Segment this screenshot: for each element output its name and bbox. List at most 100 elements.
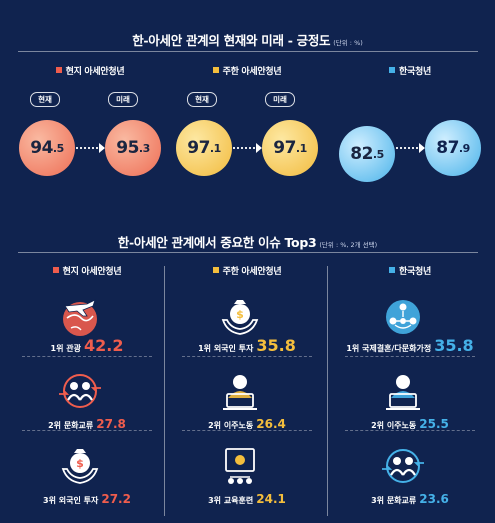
value-future-circle: 95.3 bbox=[105, 120, 161, 176]
issue-rank-line: 3위 교육훈련 24.1 bbox=[172, 488, 322, 507]
value-future-circle: 87.9 bbox=[425, 120, 481, 176]
issue-item: $1위 외국인 투자 35.8 bbox=[172, 280, 322, 357]
tag-future: 미래 bbox=[108, 92, 138, 107]
issue-value: 35.8 bbox=[256, 336, 296, 355]
issue-item: 3위 문화교류 23.6 bbox=[335, 429, 485, 506]
issue-rank-line: 3위 외국인 투자 27.2 bbox=[12, 488, 162, 507]
issue-rank-line: 2위 문화교류 27.8 bbox=[12, 413, 162, 432]
trend-dotted-line bbox=[396, 147, 422, 149]
legend-square bbox=[212, 267, 219, 273]
column-divider bbox=[164, 266, 165, 516]
rank-label: 2위 문화교류 bbox=[48, 421, 94, 430]
rank-label: 3위 문화교류 bbox=[371, 496, 417, 505]
trend-dotted-line bbox=[233, 147, 259, 149]
group-name: 주한 아세안청년 bbox=[222, 67, 282, 77]
tag-now: 현재 bbox=[30, 92, 60, 107]
item-divider bbox=[182, 356, 312, 357]
issue-column: 현지 아세안청년 1위 관광 42.2 2위 문화교류 27.8 $3위 외국인 투자 27… bbox=[12, 264, 162, 519]
rank-label: 3위 외국인 투자 bbox=[43, 496, 99, 505]
issue-value: 24.1 bbox=[256, 492, 286, 506]
issue-value: 35.8 bbox=[434, 336, 474, 355]
issue-item: 2위 이주노동 26.4 bbox=[172, 354, 322, 431]
trend-arrow bbox=[99, 143, 105, 153]
issue-rank-line: 1위 관광 42.2 bbox=[12, 336, 162, 355]
group-name: 주한 아세안청년 bbox=[222, 267, 282, 277]
group-name: 현지 아세안청년 bbox=[65, 67, 125, 77]
trend-dotted-line bbox=[76, 147, 102, 149]
issue-item: $3위 외국인 투자 27.2 bbox=[12, 429, 162, 506]
money-bag-hand-icon: $ bbox=[57, 443, 103, 489]
issue-item: 2위 이주노동 25.5 bbox=[335, 354, 485, 431]
money-bag-hand-icon: $ bbox=[217, 294, 263, 340]
group-name: 한국청년 bbox=[399, 267, 431, 277]
svg-text:$: $ bbox=[236, 308, 244, 321]
issue-value: 23.6 bbox=[419, 492, 449, 506]
item-divider bbox=[22, 430, 152, 431]
section2-title: 한-아세안 관계에서 중요한 이슈 Top3 (단위 : %, 2개 선택) bbox=[117, 235, 378, 250]
legend-square bbox=[52, 267, 59, 273]
family-network-icon bbox=[380, 294, 426, 340]
group-label: 주한 아세안청년 bbox=[172, 264, 322, 277]
plane-globe-icon bbox=[57, 294, 103, 340]
issue-rank-line: 1위 국제결혼/다문화가정 35.8 bbox=[335, 336, 485, 355]
svg-text:$: $ bbox=[76, 457, 84, 470]
group-name: 현지 아세안청년 bbox=[62, 267, 122, 277]
issue-item: 2위 문화교류 27.8 bbox=[12, 354, 162, 431]
group-label: 현지 아세안청년 bbox=[15, 64, 165, 77]
rank-label: 1위 외국인 투자 bbox=[198, 344, 254, 353]
section1-title: 한-아세안 관계의 현재와 미래 - 긍정도 (단위 : %) bbox=[132, 33, 363, 48]
issue-rank-line: 2위 이주노동 25.5 bbox=[335, 413, 485, 432]
legend-square bbox=[389, 67, 396, 73]
item-divider bbox=[182, 430, 312, 431]
group-label: 한국청년 bbox=[335, 64, 485, 77]
issue-item: 1위 국제결혼/다문화가정 35.8 bbox=[335, 280, 485, 357]
value-future-circle: 97.1 bbox=[262, 120, 318, 176]
issue-rank-line: 2위 이주노동 26.4 bbox=[172, 413, 322, 432]
issue-rank-line: 1위 외국인 투자 35.8 bbox=[172, 336, 322, 355]
legend-square bbox=[389, 267, 396, 273]
divider bbox=[18, 51, 478, 52]
issue-value: 27.2 bbox=[101, 492, 131, 506]
tag-now: 현재 bbox=[187, 92, 217, 107]
tag-future: 미래 bbox=[265, 92, 295, 107]
issue-rank-line: 3위 문화교류 23.6 bbox=[335, 488, 485, 507]
rank-label: 3위 교육훈련 bbox=[208, 496, 254, 505]
divider bbox=[18, 252, 478, 253]
item-divider bbox=[22, 356, 152, 357]
issue-value: 42.2 bbox=[83, 336, 124, 355]
issue-value: 27.8 bbox=[96, 417, 126, 431]
training-board-icon bbox=[217, 443, 263, 489]
value-now-circle: 97.1 bbox=[176, 120, 232, 176]
issue-value: 26.4 bbox=[256, 417, 286, 431]
worker-laptop-icon bbox=[380, 368, 426, 414]
trend-arrow bbox=[256, 143, 262, 153]
group-label: 주한 아세안청년 bbox=[172, 64, 322, 77]
issue-item: 1위 관광 42.2 bbox=[12, 280, 162, 357]
people-exchange-icon bbox=[57, 368, 103, 414]
trend-arrow bbox=[419, 143, 425, 153]
legend-square bbox=[212, 67, 219, 73]
item-divider bbox=[345, 356, 475, 357]
rank-label: 1위 국제결혼/다문화가정 bbox=[346, 344, 432, 353]
legend-square bbox=[55, 67, 62, 73]
worker-laptop-icon bbox=[217, 368, 263, 414]
rank-label: 2위 이주노동 bbox=[208, 421, 254, 430]
item-divider bbox=[345, 430, 475, 431]
rank-label: 2위 이주노동 bbox=[371, 421, 417, 430]
issue-value: 25.5 bbox=[419, 417, 449, 431]
group-name: 한국청년 bbox=[399, 67, 431, 77]
column-divider bbox=[327, 266, 328, 516]
issue-column: 한국청년 1위 국제결혼/다문화가정 35.8 2위 이주노동 25.5 3위 문화교류 2… bbox=[335, 264, 485, 519]
value-now-circle: 94.5 bbox=[19, 120, 75, 176]
positivity-group: 한국청년현재82.5미래87.9 bbox=[335, 64, 485, 244]
section2-unit: (단위 : %, 2개 선택) bbox=[319, 241, 378, 249]
issue-item: 3위 교육훈련 24.1 bbox=[172, 429, 322, 506]
issue-column: 주한 아세안청년 $1위 외국인 투자 35.8 2위 이주노동 26.4 3위 교육훈련… bbox=[172, 264, 322, 519]
rank-label: 1위 관광 bbox=[50, 344, 81, 353]
section1-unit: (단위 : %) bbox=[333, 39, 363, 47]
group-label: 현지 아세안청년 bbox=[12, 264, 162, 277]
people-exchange-icon bbox=[380, 443, 426, 489]
value-now-circle: 82.5 bbox=[339, 126, 395, 182]
